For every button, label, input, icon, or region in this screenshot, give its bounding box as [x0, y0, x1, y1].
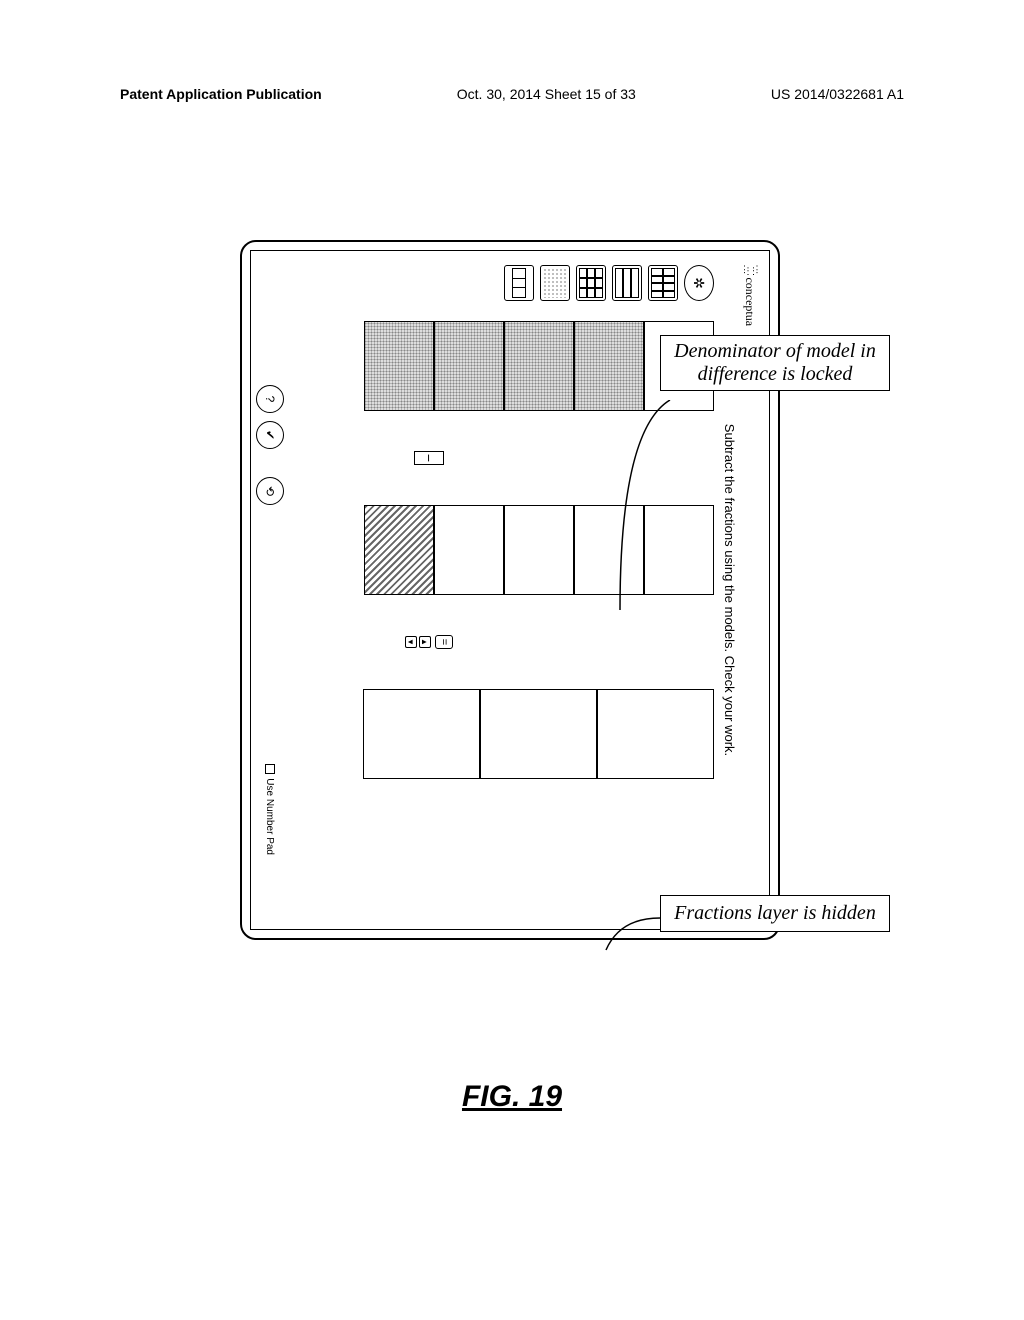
- minuend-seg: [364, 321, 434, 411]
- palette-wheel[interactable]: ✲: [684, 265, 714, 301]
- difference-seg: [363, 689, 480, 779]
- minus-operator: −: [414, 451, 444, 465]
- subtrahend-seg: [364, 505, 434, 595]
- palette-tiles[interactable]: [576, 265, 606, 301]
- equals-operator: =: [435, 635, 453, 649]
- palette-dots[interactable]: [540, 265, 570, 301]
- denominator-up[interactable]: ▲: [419, 636, 431, 648]
- check-button[interactable]: ✔: [256, 421, 284, 449]
- callout-2-leader: [600, 900, 670, 960]
- minuend-seg: [574, 321, 644, 411]
- checkbox-icon: [265, 764, 275, 774]
- logo-icon: ∵∴∴∵: [741, 265, 759, 274]
- logo-text: conceptua: [743, 277, 758, 326]
- page-header: Patent Application Publication Oct. 30, …: [0, 86, 1024, 102]
- hint-button[interactable]: ?: [256, 385, 284, 413]
- callout-1-leader: [610, 400, 690, 620]
- figure-area: ∵∴∴∵ conceptua Subtract the fractions us…: [80, 140, 940, 1040]
- equals-group: = ▲ ▼: [405, 635, 453, 649]
- footer-row: ? ✔ ⟲ Use Number Pad: [256, 265, 284, 915]
- reset-button[interactable]: ⟲: [256, 477, 284, 505]
- figure-label: FIG. 19: [0, 1080, 1024, 1114]
- tool-circles: ? ✔ ⟲: [256, 385, 284, 505]
- model-palette: ✲: [294, 265, 714, 309]
- numpad-label: Use Number Pad: [265, 778, 276, 855]
- header-left: Patent Application Publication: [120, 86, 322, 102]
- header-mid: Oct. 30, 2014 Sheet 15 of 33: [457, 86, 636, 102]
- difference-seg: [597, 689, 714, 779]
- minuend-seg: [504, 321, 574, 411]
- numpad-checkbox[interactable]: Use Number Pad: [265, 764, 276, 855]
- subtrahend-seg: [504, 505, 574, 595]
- palette-hbars[interactable]: [612, 265, 642, 301]
- difference-seg: [480, 689, 597, 779]
- difference-model[interactable]: [363, 689, 714, 779]
- minuend-seg: [434, 321, 504, 411]
- palette-blocks[interactable]: [648, 265, 678, 301]
- denominator-down[interactable]: ▼: [405, 636, 417, 648]
- palette-ruler[interactable]: [504, 265, 534, 301]
- header-right: US 2014/0322681 A1: [771, 86, 904, 102]
- callout-fractions-hidden: Fractions layer is hidden: [660, 895, 890, 932]
- subtrahend-seg: [434, 505, 504, 595]
- callout-denominator-locked: Denominator of model in difference is lo…: [660, 335, 890, 391]
